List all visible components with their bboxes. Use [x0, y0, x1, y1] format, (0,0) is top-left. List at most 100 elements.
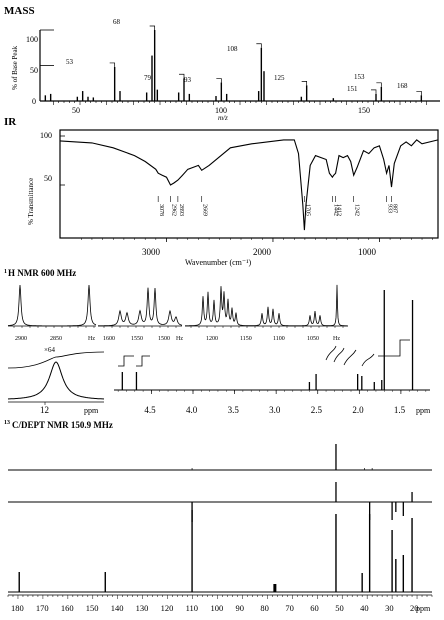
mass-xlabel: m/z — [218, 114, 228, 122]
hnmr-x-unit: ppm — [416, 406, 431, 415]
hnmr-exp1-tick-2850: 2850 — [50, 336, 62, 342]
mass-bars — [44, 25, 423, 101]
hnmr-exp1-trace — [7, 284, 97, 327]
c13-xtick-label-100: 100 — [211, 603, 224, 613]
mass-peak-label-68: 68 — [113, 18, 121, 26]
hnmr-exp1-hz: Hz — [88, 336, 95, 342]
c13-xtick-label-130: 130 — [136, 603, 149, 613]
hnmr-xtick-label-2.0: 2.0 — [352, 405, 364, 415]
mass-ytick-50: 50 — [30, 66, 38, 75]
hnmr-xtick-label-4.5: 4.5 — [144, 405, 156, 415]
ir-xtick-2000: 2000 — [253, 247, 272, 257]
c13-xtick-label-170: 170 — [36, 603, 49, 613]
ir-ytick-50: 50 — [44, 174, 52, 183]
ir-frame — [59, 129, 439, 239]
cnmr-x-unit: ppm — [416, 604, 431, 613]
hnmr-x-ticks: 4.5 4.0 3.5 3.0 2.5 2.0 1.5 — [117, 390, 427, 415]
c13-xtick-label-90: 90 — [235, 603, 244, 613]
ir-title: IR — [4, 116, 17, 128]
hnmr-inset-peak — [7, 361, 105, 400]
hnmr-xtick-label-3.5: 3.5 — [228, 405, 240, 415]
hnmr-integral-2 — [136, 355, 150, 367]
ir-axes — [59, 129, 439, 242]
mass-xtick-150: 150 — [358, 106, 370, 115]
mass-peak-label-108: 108 — [227, 45, 238, 53]
ir-curve — [59, 139, 439, 231]
mass-xtick-100: 100 — [215, 106, 227, 115]
hnmr-exp2-tick-1550: 1550 — [131, 336, 143, 342]
c13-xtick-label-40: 40 — [360, 603, 369, 613]
ir-band-label-1412: 1412 — [336, 204, 342, 216]
hnmr-integral-4 — [333, 347, 345, 363]
c13-xtick-label-60: 60 — [310, 603, 319, 613]
hnmr-integral-3 — [325, 345, 337, 361]
cnmr-title: C/DEPT NMR 150.9 MHz — [12, 420, 113, 430]
mass-axes — [39, 29, 440, 105]
mass-ytick-100: 100 — [26, 35, 38, 44]
hnmr-integral-7 — [378, 339, 410, 357]
hnmr-exp2-trace — [98, 287, 183, 327]
ir-xtick-3000: 3000 — [142, 247, 161, 257]
mass-peak-bracket-151 — [371, 89, 377, 94]
hnmr-xtick-label-4.0: 4.0 — [186, 405, 198, 415]
ir-band-label-3078: 3078 — [158, 204, 164, 216]
hnmr-exp1-tick-2900: 2900 — [15, 336, 27, 342]
ir-band-label-933: 933 — [387, 204, 393, 213]
hnmr-inset-tick-12: 12 — [40, 405, 49, 415]
ir-band-label-2962: 2962 — [171, 204, 177, 216]
ir-band-label-887: 887 — [391, 204, 397, 213]
mass-peak-bracket-153 — [376, 82, 382, 87]
hnmr-scale-label: ×64 — [44, 346, 55, 354]
mass-ylabel: % of Base Peak — [11, 45, 19, 90]
ir-band-label-1242: 1242 — [354, 204, 360, 216]
mass-peak-label-79: 79 — [144, 74, 152, 82]
c13-xtick-label-20: 20 — [410, 603, 419, 613]
c13-xtick-label-70: 70 — [285, 603, 294, 613]
mass-peak-label-93: 93 — [184, 76, 192, 84]
c13-xtick-label-30: 30 — [385, 603, 394, 613]
hnmr-exp2-tick-1600: 1600 — [103, 336, 115, 342]
mass-peak-label-125: 125 — [274, 74, 285, 82]
hnmr-exp3-tick-1150: 1150 — [240, 336, 252, 342]
hnmr-integral-6 — [361, 353, 375, 367]
c13-xtick-label-160: 160 — [61, 603, 74, 613]
hnmr-exp3-tick-1100: 1100 — [273, 336, 285, 342]
hnmr-exp3-trace — [185, 284, 348, 327]
hnmr-xtick-label-3.0: 3.0 — [269, 405, 281, 415]
hnmr-integral-5 — [343, 349, 357, 366]
hnmr-integral-1 — [118, 355, 134, 367]
hnmr-exp3-tick-1050: 1050 — [307, 336, 319, 342]
mass-peak-bracket-68 — [149, 25, 156, 30]
ir-ylabel: % Transmittance — [27, 178, 35, 225]
mass-peak-label-151: 151 — [347, 85, 358, 93]
hnmr-xtick-label-1.5: 1.5 — [394, 405, 406, 415]
c13-xtick-label-110: 110 — [186, 603, 198, 613]
hnmr-exp3-tick-1200: 1200 — [206, 336, 218, 342]
hnmr-inset-unit: ppm — [84, 406, 99, 415]
mass-peak-bracket-79 — [179, 73, 185, 79]
cnmr-spectra — [8, 444, 432, 593]
ir-spectrum-line — [59, 139, 439, 231]
c13-xtick-label-50: 50 — [335, 603, 344, 613]
c13-xtick-label-80: 80 — [260, 603, 269, 613]
mass-peak-label-168: 168 — [397, 82, 408, 90]
mass-peak-labels: 53 68 79 93 108 125 151 153 168 — [66, 18, 408, 93]
hnmr-inset-integral — [7, 351, 105, 369]
ir-xtick-1000: 1000 — [358, 247, 377, 257]
mass-peak-bracket-93 — [216, 78, 222, 83]
cnmr-x-ticks: 180 170 160 150 140 130 120 110 100 90 80 70 60 50 40 3… — [7, 594, 433, 613]
mass-title: MASS — [4, 5, 35, 17]
ir-xlabel: Wavenumber (cm⁻¹) — [185, 258, 252, 267]
c13-xtick-label-120: 120 — [161, 603, 174, 613]
mass-peak-bracket-53 — [109, 62, 116, 67]
ir-band-label-1442: 1442 — [332, 204, 338, 216]
mass-peak-bracket-125 — [301, 81, 308, 86]
mass-peak-label-53: 53 — [66, 58, 74, 66]
hnmr-main-spectrum — [114, 290, 430, 391]
ir-band-label-2669: 2669 — [202, 204, 208, 216]
ir-ytick-100: 100 — [40, 131, 52, 140]
mass-peak-bracket-108 — [256, 43, 262, 48]
hnmr-expansions — [7, 284, 348, 328]
